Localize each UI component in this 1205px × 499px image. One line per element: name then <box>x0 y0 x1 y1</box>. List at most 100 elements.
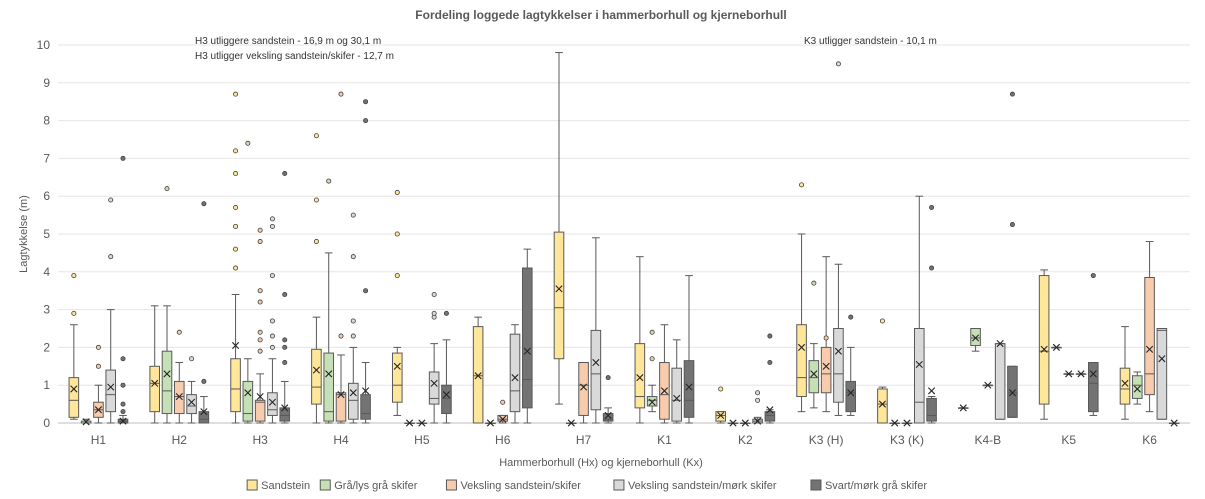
box-iqr <box>1007 365 1018 418</box>
box-4-2 <box>279 171 291 424</box>
box-iqr <box>1088 362 1099 413</box>
box-mean-marker <box>312 366 321 374</box>
box-0-13 <box>1119 326 1131 420</box>
box-iqr <box>161 350 173 415</box>
outlier-point <box>233 91 239 97</box>
box-iqr <box>441 384 452 415</box>
box-iqr <box>634 343 646 409</box>
x-category-label: H4 <box>333 433 349 447</box>
box-iqr <box>149 365 160 413</box>
box-iqr <box>1038 275 1050 405</box>
outlier-point <box>394 273 400 279</box>
box-mean-marker <box>984 381 992 389</box>
box-0-4 <box>391 189 403 416</box>
outlier-point <box>71 273 77 279</box>
x-category-label: H5 <box>414 433 430 447</box>
box-iqr <box>230 358 241 413</box>
box-3-10 <box>913 195 925 424</box>
box-mean-marker <box>555 285 563 293</box>
outlier-point <box>269 333 275 339</box>
box-1-10 <box>889 419 901 427</box>
legend-swatch <box>613 479 625 491</box>
outlier-point <box>363 118 369 124</box>
legend-entry: Grå/lys grå skifer <box>334 480 417 492</box>
outlier-point <box>929 205 935 211</box>
box-4-12 <box>1088 273 1099 416</box>
box-mean-marker <box>442 391 451 399</box>
y-tick-label: 6 <box>43 189 50 203</box>
box-iqr <box>428 371 440 405</box>
box-4-5 <box>522 248 533 424</box>
y-axis-label: Lagtykkelse (m) <box>18 195 30 273</box>
outlier-point <box>649 356 655 362</box>
box-mean-marker <box>163 370 171 378</box>
box-iqr <box>602 413 614 422</box>
outlier-point <box>233 223 239 229</box>
box-mean-marker <box>766 406 774 414</box>
outlier-point <box>233 246 239 252</box>
box-mean-marker <box>1133 385 1141 393</box>
box-mean-marker <box>927 387 936 395</box>
box-0-6 <box>553 52 565 405</box>
outlier-point <box>233 148 239 154</box>
box-0-2 <box>230 91 241 424</box>
box-mean-marker <box>592 358 600 367</box>
box-mean-marker <box>1052 343 1061 351</box>
box-1-5 <box>485 419 496 427</box>
box-mean-marker <box>996 340 1004 348</box>
box-mean-marker <box>107 383 115 391</box>
x-category-label: K1 <box>657 433 672 447</box>
y-tick-label: 8 <box>43 114 50 128</box>
box-3-1 <box>186 356 197 424</box>
y-tick-label: 10 <box>37 38 51 52</box>
box-3-9 <box>833 61 844 416</box>
box-iqr <box>590 329 602 411</box>
outlier-point <box>313 239 319 245</box>
box-3-6 <box>590 237 602 424</box>
box-0-5 <box>472 316 484 424</box>
x-axis-label: Hammerborhull (Hx) og kjerneborhull (Kx) <box>499 457 703 469</box>
box-mean-marker <box>1065 370 1073 378</box>
outlier-point <box>120 409 126 415</box>
outlier-point <box>282 344 288 350</box>
outlier-point <box>1009 222 1015 228</box>
x-category-label: K6 <box>1142 433 1157 447</box>
box-iqr <box>242 380 254 422</box>
box-2-8 <box>739 419 751 427</box>
outlier-point <box>500 399 506 405</box>
outlier-point <box>282 360 288 366</box>
box-2-3 <box>335 91 347 424</box>
legend-swatch <box>445 479 457 491</box>
x-category-label: H6 <box>495 433 511 447</box>
outlier-point <box>350 333 356 339</box>
outlier-point <box>120 356 126 362</box>
outlier-point <box>201 201 207 207</box>
box-mean-marker <box>903 419 911 427</box>
x-category-label: H7 <box>576 433 592 447</box>
outlier-point <box>350 318 356 324</box>
box-series <box>68 52 1180 427</box>
box-mean-marker <box>393 362 401 370</box>
outlier-point <box>95 363 101 369</box>
box-2-4 <box>416 419 428 427</box>
box-1-3 <box>323 178 335 424</box>
box-mean-marker <box>797 343 806 351</box>
box-mean-marker <box>325 370 333 378</box>
outlier-point <box>269 273 275 279</box>
box-iqr <box>522 267 533 409</box>
legend-swatch <box>319 479 331 491</box>
box-iqr <box>715 411 726 422</box>
outlier-point <box>176 329 182 335</box>
box-iqr <box>808 360 820 394</box>
box-3-3 <box>347 212 359 424</box>
box-mean-marker <box>82 418 90 426</box>
legend-swatch <box>810 479 822 491</box>
y-axis-ticks: 0 1 2 3 4 5 6 7 8 9 10 <box>37 38 51 430</box>
box-iqr <box>926 397 937 422</box>
outlier-point <box>350 254 356 260</box>
outlier-point <box>257 227 263 233</box>
box-mean-marker <box>268 398 277 406</box>
outlier-point <box>233 205 239 211</box>
box-mean-marker <box>729 419 737 427</box>
x-category-label: H1 <box>91 433 107 447</box>
